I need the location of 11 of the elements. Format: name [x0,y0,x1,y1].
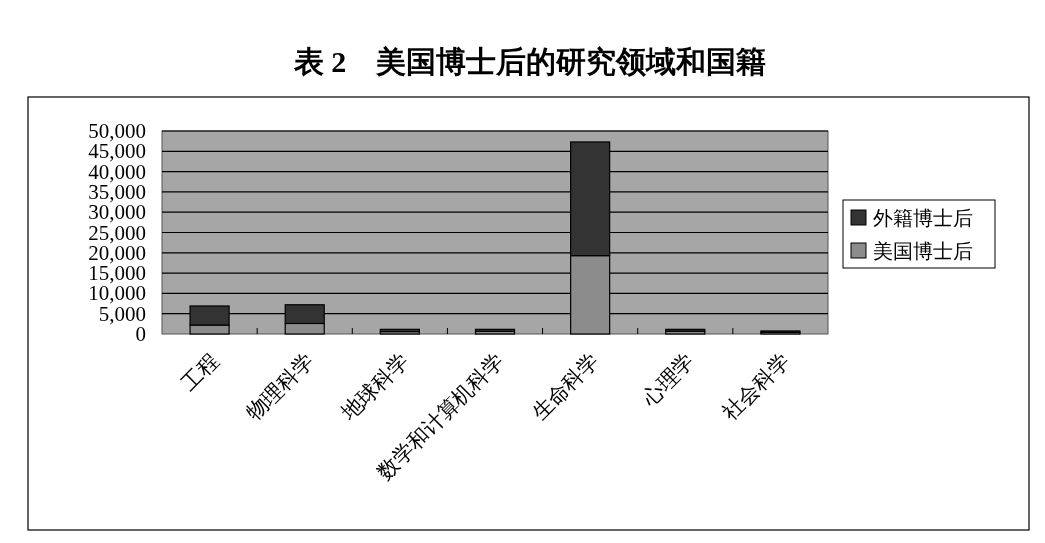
x-tick-label: 社会科学 [717,348,794,425]
x-tick-label: 生命科学 [527,348,604,425]
x-tick-label: 物理科学 [241,348,319,425]
x-tick-label: 地球科学 [336,348,414,426]
y-tick-label: 50,000 [88,119,146,143]
x-tick-label: 工程 [176,348,224,396]
legend-label: 美国博士后 [873,240,973,262]
chart-title: 表 2 美国博士后的研究领域和国籍 [292,45,767,78]
legend-label: 外籍博士后 [873,207,973,229]
x-tick-label: 心理学 [636,348,699,411]
y-tick-label: 0 [135,322,146,346]
